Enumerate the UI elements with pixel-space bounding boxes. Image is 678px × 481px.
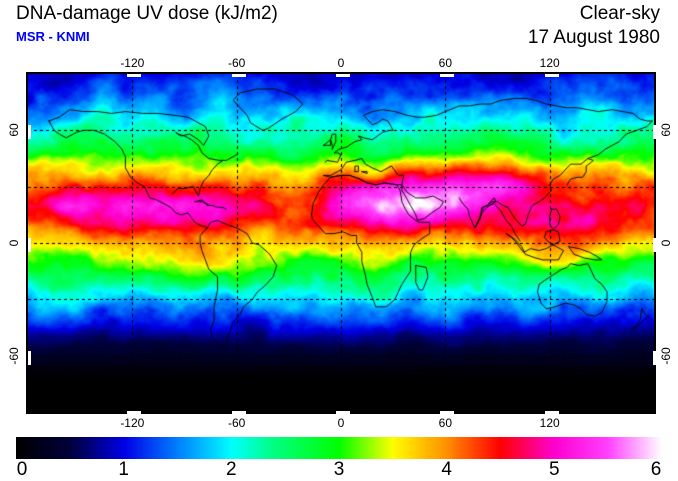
condition-label: Clear-sky: [579, 3, 660, 24]
axis-tick-mark: [231, 411, 246, 414]
colorbar-gradient: [16, 437, 662, 459]
x-axis-tick-label: 0: [337, 56, 345, 70]
y-axis-tick-label: 0: [659, 239, 673, 247]
colorbar-tick-label: 4: [441, 459, 452, 480]
colorbar-tick-label: 3: [333, 459, 345, 480]
x-axis-tick-label: 60: [438, 416, 453, 430]
uv-dose-heatmap: [28, 74, 654, 412]
map-plot-area: [26, 72, 656, 414]
y-axis-tick-label: 60: [659, 123, 673, 138]
x-axis-tick-label: -120: [120, 416, 145, 430]
x-axis-tick-label: 0: [337, 416, 345, 430]
axis-tick-mark: [440, 411, 455, 414]
date-label: 17 August 1980: [527, 27, 660, 48]
x-axis-tick-label: 120: [539, 56, 560, 70]
x-axis-tick-label: -60: [227, 416, 246, 430]
axis-tick-mark: [544, 74, 559, 77]
axis-tick-mark: [28, 350, 31, 365]
axis-tick-mark: [653, 350, 656, 365]
x-axis-tick-label: -60: [227, 56, 246, 70]
y-axis-tick-label: -60: [659, 346, 673, 365]
axis-tick-mark: [653, 238, 656, 252]
axis-tick-mark: [231, 74, 246, 77]
axis-tick-mark: [127, 74, 142, 77]
x-axis-tick-label: 120: [539, 416, 560, 430]
axis-tick-mark: [544, 411, 559, 414]
y-axis-tick-label: 0: [7, 239, 21, 247]
x-axis-tick-label: 60: [438, 56, 453, 70]
colorbar-tick-label: 0: [16, 459, 28, 480]
bottom-axis-ticks: [30, 411, 656, 414]
axis-tick-mark: [336, 74, 350, 77]
colorbar-tick-label: 1: [118, 459, 129, 480]
axis-tick-mark: [440, 74, 455, 77]
colorbar: [16, 437, 662, 459]
axis-tick-mark: [653, 125, 656, 140]
y-axis-tick-label: -60: [7, 346, 21, 365]
right-axis-ticks: [653, 76, 656, 414]
colorbar-tick-label: 6: [650, 459, 662, 480]
x-axis-tick-label: -120: [120, 56, 145, 70]
axis-tick-mark: [127, 411, 142, 414]
y-axis-tick-label: 60: [7, 123, 21, 138]
page-title: DNA-damage UV dose (kJ/m2): [16, 3, 278, 24]
axis-tick-mark: [28, 238, 31, 252]
colorbar-tick-label: 2: [226, 459, 237, 480]
source-label: MSR - KNMI: [16, 29, 90, 44]
top-axis-ticks: [30, 74, 656, 77]
axis-tick-mark: [28, 125, 31, 140]
colorbar-tick-label: 5: [549, 459, 560, 480]
left-axis-ticks: [28, 76, 31, 414]
axis-tick-mark: [336, 411, 350, 414]
